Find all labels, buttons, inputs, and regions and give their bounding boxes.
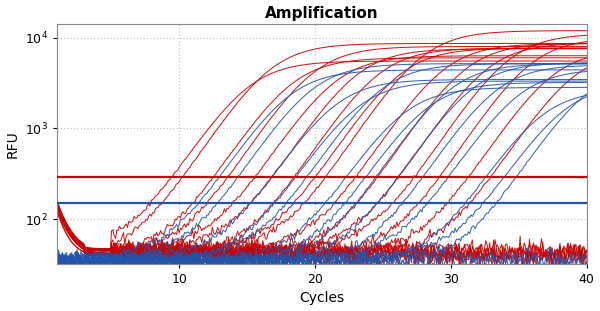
Y-axis label: RFU: RFU: [5, 130, 20, 158]
X-axis label: Cycles: Cycles: [299, 291, 344, 305]
Title: Amplification: Amplification: [265, 6, 379, 21]
